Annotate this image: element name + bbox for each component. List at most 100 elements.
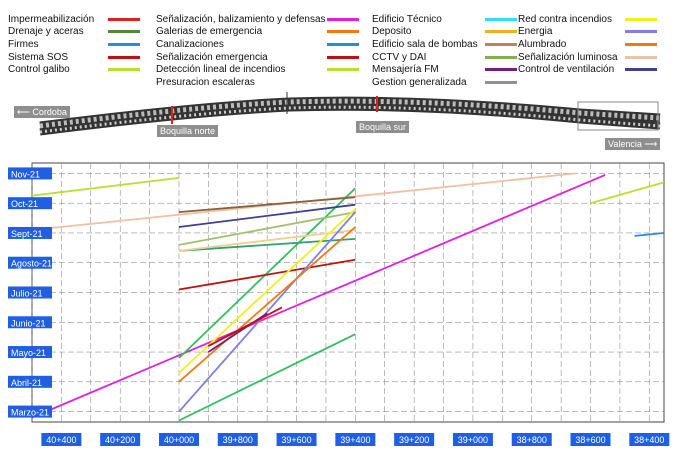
x-axis: 40+400 40+200 40+000 39+800 39+600 39+400 39+2… (41, 433, 670, 446)
y-tick-label: Marzo-21 (11, 408, 49, 418)
y-tick-label: Sept-21 (11, 229, 43, 239)
legend: Impermeabilización Drenaje y aceras Firm… (0, 0, 673, 95)
series-line (178, 196, 356, 213)
legend-swatch (108, 43, 140, 46)
series-line (178, 258, 356, 291)
y-tick-label: Junio-21 (11, 318, 46, 328)
y-tick-label-bg (8, 405, 52, 418)
legend-item-senalizacion: Señalización, balizamiento y defensas (156, 14, 326, 25)
x-tick-label: 38+800 (517, 435, 547, 445)
tunnel-plan: ⟵ Cordoba Valencia ⟶ Boquilla norte Boqu… (0, 88, 673, 158)
legend-swatch (485, 30, 517, 33)
legend-swatch (108, 68, 140, 71)
x-tick-label: 40+400 (46, 435, 76, 445)
series-line (178, 238, 356, 252)
legend-item-energia: Energia (518, 26, 553, 37)
series-line (31, 174, 606, 419)
legend-item-sen-luminosa: Señalización luminosa (518, 52, 618, 63)
x-tick-label-bg (394, 433, 435, 446)
x-tick-label-bg (158, 433, 199, 446)
x-tick-label: 38+400 (634, 435, 664, 445)
y-tick-label: Abril-21 (11, 378, 42, 388)
grid (31, 162, 665, 423)
x-tick-label: 39+200 (399, 435, 429, 445)
legend-item-drenaje: Drenaje y aceras (8, 26, 84, 37)
x-tick-label-bg (100, 433, 141, 446)
legend-swatch (108, 18, 140, 21)
y-tick-label: Agosto-21 (11, 259, 52, 269)
series-group (31, 172, 665, 422)
legend-swatch (327, 18, 359, 21)
x-tick-label: 39+800 (223, 435, 253, 445)
x-tick-label: 40+000 (164, 435, 194, 445)
legend-swatch (485, 56, 517, 59)
legend-item-galerias: Galerias de emergencia (156, 26, 263, 37)
x-tick-label: 39+000 (458, 435, 488, 445)
y-tick-label-bg (8, 256, 52, 269)
series-line (178, 229, 356, 252)
series-line (178, 203, 356, 228)
y-tick-label-bg (8, 316, 52, 329)
legend-swatch (625, 43, 657, 46)
legend-item-presuracion: Presuracion escaleras (156, 77, 255, 88)
legend-item-sen-emergencia: Señalización emergencia (156, 52, 268, 63)
legend-item-red-incendios: Red contra incendios (518, 14, 612, 25)
series-line (178, 226, 356, 383)
y-tick-label: Julio-21 (11, 289, 43, 299)
legend-swatch (485, 81, 517, 84)
legend-swatch (108, 30, 140, 33)
x-tick-label-bg (217, 433, 258, 446)
y-tick-label-bg (8, 375, 52, 388)
legend-item-cctv: CCTV y DAI (372, 52, 427, 63)
series-line (178, 333, 356, 422)
legend-item-sala-bombas: Edificio sala de bombas (372, 39, 478, 50)
tunnel-plan-drawing (39, 92, 661, 136)
legend-item-edificio-tecnico: Edificio Técnico (372, 14, 442, 25)
series-line (634, 232, 665, 237)
y-tick-label: Mayo-21 (11, 348, 46, 358)
x-tick-label-bg (629, 433, 670, 446)
legend-item-sos: Sistema SOS (8, 52, 69, 63)
series-line (31, 177, 180, 197)
series-line (207, 306, 283, 347)
legend-item-firmes: Firmes (8, 39, 39, 50)
legend-swatch (625, 18, 657, 21)
legend-swatch (485, 18, 517, 21)
legend-item-alumbrado: Alumbrado (518, 39, 567, 50)
legend-item-deposito: Deposito (372, 26, 412, 37)
valencia-label: Valencia ⟶ (605, 138, 661, 150)
legend-swatch (327, 56, 359, 59)
y-tick-label: Nov-21 (11, 169, 40, 179)
x-tick-label-bg (41, 433, 82, 446)
legend-swatch (327, 68, 359, 71)
legend-swatch (625, 56, 657, 59)
x-tick-label-bg (276, 433, 317, 446)
series-line (178, 211, 356, 413)
x-tick-label: 39+400 (340, 435, 370, 445)
legend-swatch (625, 68, 657, 71)
x-tick-label-bg (335, 433, 376, 446)
y-tick-label: Oct-21 (11, 199, 38, 209)
legend-item-galibo: Control galibo (8, 64, 70, 75)
x-tick-label: 38+600 (575, 435, 605, 445)
y-tick-label-bg (8, 197, 52, 210)
boquilla-norte-label: Boquilla norte (157, 125, 219, 137)
legend-item-deteccion: Detección lineal de incendios (156, 64, 286, 75)
legend-item-mensajeria: Mensajería FM (372, 64, 439, 75)
series-line (590, 181, 665, 205)
legend-item-canalizaciones: Canalizaciones (156, 39, 224, 50)
series-line (178, 187, 356, 359)
cordoba-label: ⟵ Cordoba (14, 106, 70, 118)
legend-swatch (108, 56, 140, 59)
x-tick-label-bg (452, 433, 493, 446)
legend-swatch (485, 43, 517, 46)
legend-swatch (625, 30, 657, 33)
y-tick-label-bg (8, 226, 52, 239)
x-tick-label-bg (570, 433, 611, 446)
legend-swatch (327, 43, 359, 46)
y-axis: Nov-21 Oct-21 Sept-21 Agosto-21 Julio-21 Juni… (8, 167, 52, 418)
x-tick-label: 40+200 (105, 435, 135, 445)
series-line (178, 211, 356, 246)
